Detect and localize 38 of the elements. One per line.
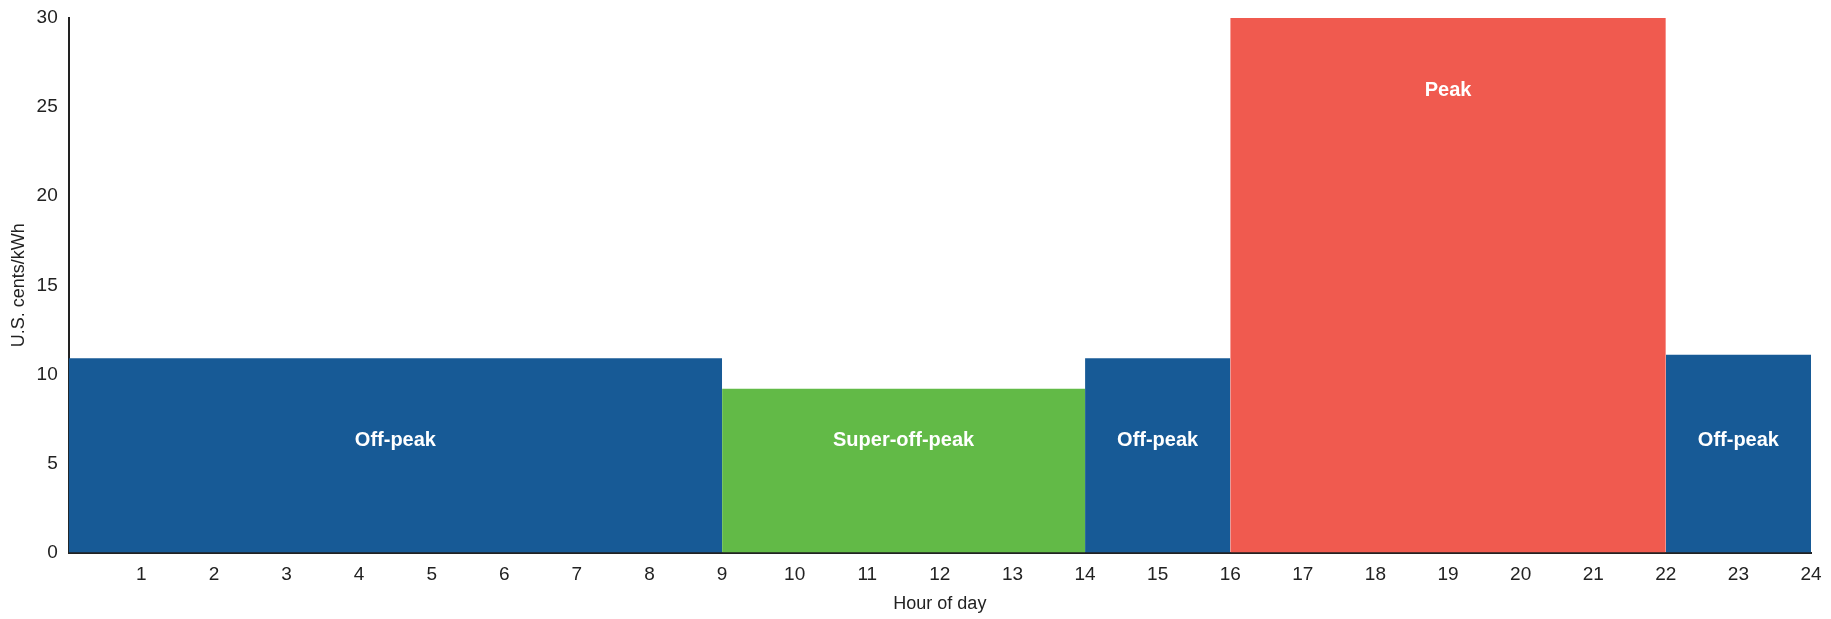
y-tick-label: 10 [36,362,58,384]
x-tick-label: 18 [1364,563,1386,585]
y-tick-label: 20 [36,184,58,206]
annotation: Off-peak [354,428,437,451]
x-tick-label: 12 [929,563,951,585]
x-tick-label: 5 [426,563,437,585]
annotation: Super-off-peak [833,428,976,451]
x-tick-label: 9 [716,563,728,585]
x-tick-label: 10 [784,563,806,585]
y-tick-label: 15 [36,273,58,295]
x-tick-label: 1 [136,563,147,585]
x-tick-label: 2 [208,563,220,585]
x-tick-label: 4 [353,563,365,585]
x-tick-label: 14 [1074,563,1097,585]
y-tick-label: 30 [36,6,58,28]
x-tick-label: 16 [1219,563,1241,585]
y-tick-label: 0 [47,540,58,562]
annotation: Off-peak [1697,428,1780,451]
x-tick-label: 15 [1147,563,1169,585]
y-tick-label: 5 [47,451,58,473]
y-axis-title: U.S. cents/kWh [7,223,28,348]
x-tick-label: 8 [644,563,655,585]
x-tick-label: 19 [1437,563,1459,585]
x-tick-label: 21 [1582,563,1604,585]
x-tick-label: 13 [1001,563,1024,585]
annotation: Peak [1424,77,1473,100]
x-tick-label: 6 [499,563,510,585]
x-tick-label: 17 [1292,563,1314,585]
x-tick-label: 3 [281,563,292,585]
x-tick-label: 11 [857,563,878,585]
y-tick-label: 25 [36,95,58,117]
annotation: Off-peak [1117,428,1200,451]
x-tick-label: 24 [1800,563,1822,585]
x-tick-label: 20 [1510,563,1532,585]
x-tick-label: 7 [571,563,583,585]
x-tick-label: 23 [1727,563,1749,585]
x-tick-label: 22 [1655,563,1677,585]
x-axis-title: Hour of day [893,593,987,614]
